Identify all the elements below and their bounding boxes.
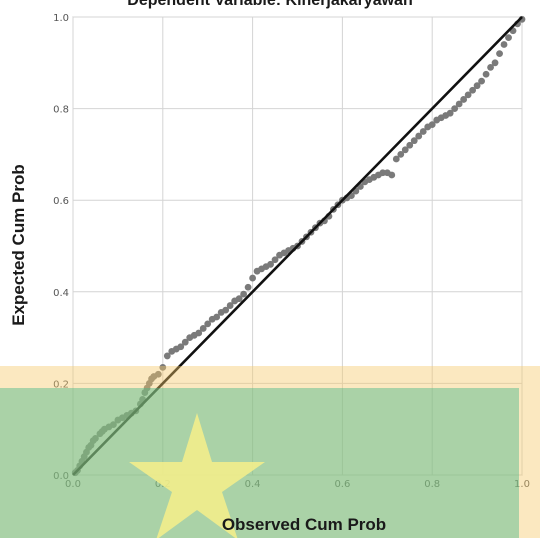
data-point xyxy=(419,128,427,135)
star-icon xyxy=(129,413,265,538)
data-point xyxy=(92,434,99,442)
x-tick-label: 0.8 xyxy=(424,479,440,490)
data-point xyxy=(271,256,279,264)
data-point xyxy=(195,329,203,337)
y-tick-label: 1.0 xyxy=(53,13,69,24)
data-point xyxy=(244,283,252,291)
data-point xyxy=(496,50,503,58)
data-point xyxy=(110,421,117,429)
data-point xyxy=(222,306,230,314)
data-point xyxy=(491,59,499,67)
data-point xyxy=(163,352,171,360)
data-point xyxy=(478,77,485,85)
data-point xyxy=(455,100,463,108)
x-tick-label: 0.4 xyxy=(245,479,261,490)
grid-lines xyxy=(72,16,523,476)
x-tick-label: 0.0 xyxy=(65,479,81,490)
data-point xyxy=(410,137,418,145)
data-point xyxy=(392,155,400,163)
data-point xyxy=(199,325,207,332)
y-axis-title: Expected Cum Prob xyxy=(9,164,28,326)
x-axis-title: Observed Cum Prob xyxy=(222,515,386,534)
data-point xyxy=(505,34,512,42)
data-point xyxy=(181,338,189,346)
data-point xyxy=(267,260,274,268)
y-tick-label: 0.6 xyxy=(53,196,69,207)
data-point xyxy=(473,82,481,90)
data-point xyxy=(406,141,414,149)
y-tick-label: 0.8 xyxy=(53,105,69,116)
data-point xyxy=(204,320,212,328)
data-point xyxy=(428,121,436,129)
data-point xyxy=(451,105,459,112)
data-point xyxy=(469,86,477,94)
data-point xyxy=(240,290,248,298)
data-point xyxy=(460,96,468,103)
chart-title: Dependent Variable: Kinerjakaryawan xyxy=(127,0,412,9)
data-point xyxy=(482,70,490,78)
data-point xyxy=(154,370,162,378)
y-tick-label: 0.2 xyxy=(53,379,69,390)
data-point xyxy=(213,313,221,321)
x-tick-label: 0.6 xyxy=(334,479,350,490)
data-point xyxy=(177,343,185,351)
y-tick-label: 0.0 xyxy=(53,471,69,482)
data-point xyxy=(226,302,234,309)
data-point xyxy=(235,295,243,303)
data-point xyxy=(500,41,508,48)
data-point xyxy=(446,109,454,117)
x-tick-label: 1.0 xyxy=(514,479,530,490)
data-point xyxy=(159,363,167,371)
data-point xyxy=(388,171,396,179)
y-tick-labels: 0.0 0.2 0.4 0.6 0.8 1.0 xyxy=(53,13,69,482)
data-point xyxy=(464,91,472,99)
overlay-orange-band xyxy=(0,366,540,538)
y-tick-label: 0.4 xyxy=(53,288,69,299)
overlay-highlight xyxy=(0,366,540,538)
data-point xyxy=(415,132,423,140)
data-point xyxy=(401,146,409,154)
data-point xyxy=(487,63,494,71)
data-point xyxy=(397,151,405,158)
data-point xyxy=(249,274,256,282)
reference-line xyxy=(72,16,523,476)
